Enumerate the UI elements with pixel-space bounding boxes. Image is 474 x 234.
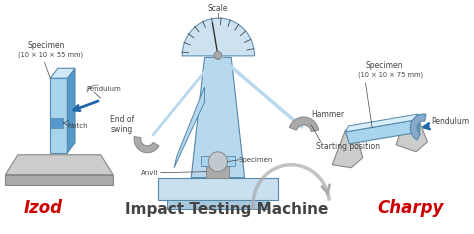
Polygon shape <box>346 114 418 132</box>
Wedge shape <box>134 136 159 153</box>
Text: Starting position: Starting position <box>316 142 380 151</box>
Circle shape <box>214 51 222 59</box>
Polygon shape <box>6 155 113 175</box>
Text: Izod: Izod <box>24 199 63 217</box>
Text: Pendulum: Pendulum <box>431 117 469 126</box>
Text: (10 × 10 × 55 mm): (10 × 10 × 55 mm) <box>18 52 83 58</box>
Text: Specimen: Specimen <box>365 61 403 70</box>
Polygon shape <box>174 87 205 168</box>
Text: Anvil: Anvil <box>140 170 158 176</box>
Polygon shape <box>396 118 428 152</box>
Circle shape <box>209 152 228 172</box>
Text: (10 × 10 × 75 mm): (10 × 10 × 75 mm) <box>358 72 423 78</box>
Wedge shape <box>410 114 426 140</box>
Text: End of
swing: End of swing <box>110 115 135 134</box>
Bar <box>167 200 268 209</box>
Text: Notch: Notch <box>67 123 88 129</box>
Bar <box>201 156 235 166</box>
Bar <box>158 178 278 200</box>
Polygon shape <box>6 175 113 185</box>
Wedge shape <box>289 117 319 132</box>
Text: Impact Testing Machine: Impact Testing Machine <box>125 202 328 217</box>
Polygon shape <box>332 130 363 168</box>
Text: Specimen: Specimen <box>27 41 65 50</box>
Text: Specimen: Specimen <box>239 157 273 163</box>
Polygon shape <box>50 118 63 128</box>
Polygon shape <box>67 68 75 153</box>
Polygon shape <box>346 120 420 144</box>
Text: Pendulum: Pendulum <box>86 86 121 92</box>
Polygon shape <box>415 114 420 132</box>
Bar <box>207 166 229 178</box>
Polygon shape <box>50 68 75 78</box>
Text: Charpy: Charpy <box>377 199 444 217</box>
Polygon shape <box>191 57 245 178</box>
Bar <box>50 78 67 153</box>
Text: Scale: Scale <box>208 4 228 13</box>
Text: Hammer: Hammer <box>311 110 345 119</box>
